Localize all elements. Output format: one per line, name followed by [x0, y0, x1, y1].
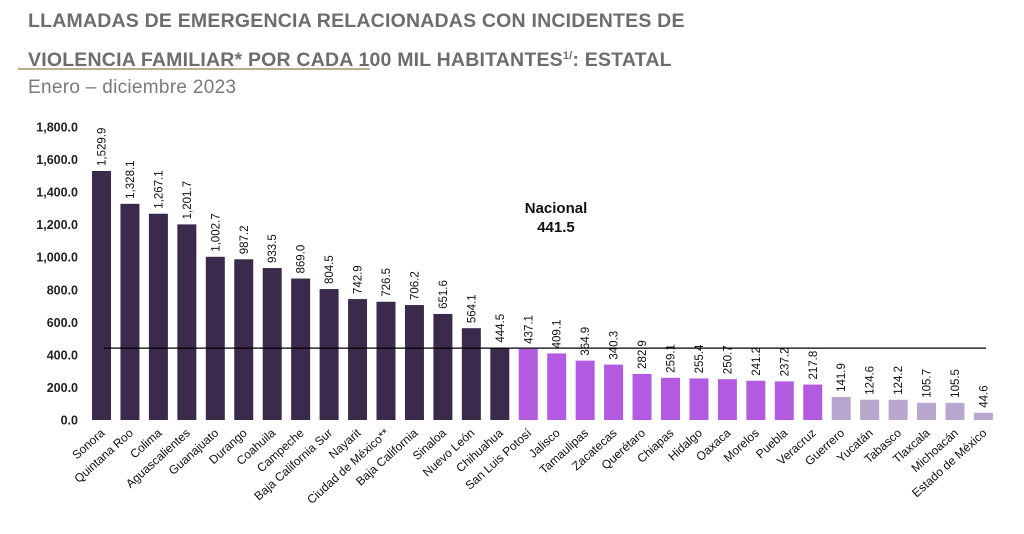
- y-tick-label: 600.0: [47, 316, 78, 330]
- bar-value-label: 1,201.7: [182, 181, 194, 219]
- national-reference-value: 441.5: [537, 219, 575, 236]
- y-tick-label: 1,600.0: [36, 153, 78, 167]
- title-footnote-marker: 1/: [562, 50, 573, 62]
- bar-value-label: 651.6: [438, 280, 450, 309]
- bar: [973, 412, 993, 420]
- bar-value-label: 124.2: [893, 366, 905, 395]
- bar-value-label: 1,529.9: [97, 128, 109, 166]
- y-tick-label: 400.0: [47, 348, 78, 362]
- bar-value-label: 409.1: [552, 320, 564, 349]
- bar: [205, 256, 225, 420]
- bar: [604, 364, 624, 420]
- bar: [888, 399, 908, 420]
- bar-value-label: 250.7: [722, 345, 734, 374]
- bar: [490, 347, 510, 420]
- bar: [661, 377, 680, 420]
- y-tick-label: 0.0: [61, 414, 78, 428]
- bar-value-label: 726.5: [381, 268, 393, 297]
- bar: [461, 328, 481, 420]
- bar-value-label: 259.1: [666, 344, 678, 373]
- bar-value-label: 217.8: [808, 351, 820, 380]
- bar: [717, 379, 737, 420]
- bar: [433, 313, 453, 420]
- y-axis: 0.0 200.0 400.0 600.0 800.0 1,000.0 1,200.0 1,4…: [36, 121, 78, 428]
- bar: [262, 268, 282, 420]
- bar-value-label: 241.2: [751, 347, 763, 376]
- bar: [404, 305, 424, 420]
- y-tick-label: 200.0: [47, 381, 78, 395]
- bar-value-label: 105.7: [922, 369, 934, 398]
- bar-value-label: 340.3: [609, 331, 621, 360]
- bar: [803, 384, 823, 420]
- bar-value-label: 564.1: [466, 294, 478, 323]
- bar-value-label: 364.9: [580, 327, 592, 356]
- title-line-2: VIOLENCIA FAMILIAR* POR CADA 100 MIL HAB…: [28, 39, 685, 78]
- bar-value-label: 255.4: [694, 344, 706, 373]
- bar-value-label: 105.5: [950, 369, 962, 398]
- bar: [291, 278, 311, 420]
- bar: [177, 224, 197, 420]
- bar: [376, 301, 396, 420]
- bar-value-label: 742.9: [353, 265, 365, 294]
- bar: [689, 378, 709, 420]
- bar-value-label: 804.5: [324, 255, 336, 284]
- chart-title: LLAMADAS DE EMERGENCIA RELACIONADAS CON …: [28, 4, 685, 78]
- bar-value-label: 706.2: [409, 271, 421, 300]
- chart-subtitle: Enero – diciembre 2023: [28, 77, 237, 98]
- bar: [860, 399, 880, 420]
- bar-value-label: 1,002.7: [210, 213, 222, 251]
- bar: [547, 353, 567, 420]
- bar-value-label: 444.5: [495, 314, 507, 343]
- bar-value-label: 1,267.1: [153, 170, 165, 208]
- y-tick-label: 800.0: [47, 283, 78, 297]
- bar: [518, 348, 538, 420]
- bars: [92, 170, 993, 420]
- bar-value-label: 869.0: [296, 245, 308, 274]
- bar: [234, 259, 254, 420]
- y-tick-label: 1,000.0: [36, 251, 78, 265]
- value-labels: 1,529.9 1,328.1 1,267.1 1,201.7 1,002.7 987.2…: [97, 128, 991, 408]
- bar: [148, 213, 168, 420]
- bar-value-label: 282.9: [637, 340, 649, 369]
- bar-value-label: 1,328.1: [125, 160, 137, 198]
- bar: [92, 170, 111, 420]
- bar-value-label: 124.6: [865, 366, 877, 395]
- bar-value-label: 237.2: [779, 348, 791, 377]
- y-tick-label: 1,400.0: [36, 186, 78, 200]
- bar: [575, 360, 595, 420]
- bar-value-label: 141.9: [836, 363, 848, 392]
- bar: [319, 289, 339, 420]
- title-line-1: LLAMADAS DE EMERGENCIA RELACIONADAS CON …: [28, 10, 685, 32]
- bar-value-label: 437.1: [523, 315, 535, 344]
- y-tick-label: 1,800.0: [36, 121, 78, 135]
- national-reference-label: Nacional: [525, 200, 588, 217]
- bar: [120, 203, 140, 420]
- bar: [348, 299, 368, 420]
- title-line-2-text: VIOLENCIA FAMILIAR* POR CADA 100 MIL HAB…: [28, 49, 563, 71]
- bar-value-label: 933.5: [267, 234, 279, 263]
- bar-value-label: 44.6: [978, 385, 990, 407]
- bar: [774, 381, 794, 420]
- bar-value-label: 987.2: [239, 226, 251, 255]
- title-underline: [18, 68, 370, 70]
- y-tick-label: 1,200.0: [36, 218, 78, 232]
- bar: [945, 402, 965, 420]
- bar: [831, 396, 851, 420]
- title-line-2-suffix: : ESTATAL: [572, 49, 672, 71]
- bar: [746, 380, 766, 420]
- bar: [917, 402, 937, 420]
- bar: [632, 373, 652, 420]
